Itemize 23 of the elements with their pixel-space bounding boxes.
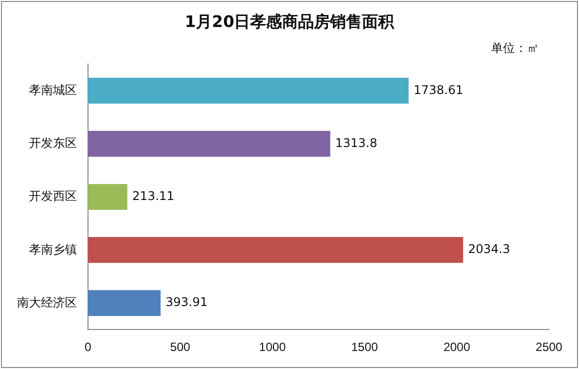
bar <box>88 130 330 157</box>
y-tick-label: 南大经济区 <box>17 295 77 310</box>
data-label: 393.91 <box>166 295 208 310</box>
y-tick-label: 孝南城区 <box>29 83 77 98</box>
chart-title: 1月20日孝感商品房销售面积 <box>184 12 396 33</box>
bar <box>88 184 128 210</box>
bar <box>88 237 464 263</box>
x-tick-label: 1000 <box>259 340 286 354</box>
data-label: 1313.8 <box>335 136 378 150</box>
data-label: 1738.61 <box>414 82 464 97</box>
data-label: 213.11 <box>132 189 174 204</box>
bar <box>88 290 161 316</box>
y-tick-label: 开发西区 <box>29 189 77 204</box>
x-tick-label: 2000 <box>443 340 470 354</box>
x-tick-label: 1500 <box>351 340 378 354</box>
x-tick-label: 500 <box>170 340 191 354</box>
bar <box>88 78 409 104</box>
y-tick-label: 孝南乡镇 <box>29 242 77 256</box>
data-label: 2034.3 <box>468 242 510 256</box>
x-tick-label: 0 <box>84 340 92 354</box>
x-tick-label: 2500 <box>536 340 563 354</box>
y-tick-label: 开发东区 <box>29 136 77 150</box>
text: 单位：㎡ <box>491 40 539 57</box>
